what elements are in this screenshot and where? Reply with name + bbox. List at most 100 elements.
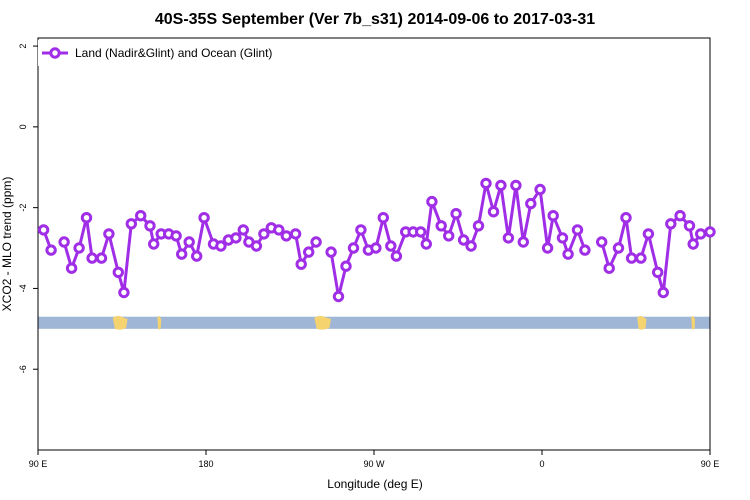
data-point: [674, 210, 686, 222]
data-point: [370, 242, 382, 254]
y-tick-label: 2: [18, 44, 28, 49]
data-point: [603, 262, 615, 274]
data-point: [390, 250, 403, 262]
y-tick-label: 0: [18, 124, 28, 129]
data-point: [58, 236, 70, 248]
data-point: [45, 244, 57, 256]
data-point: [325, 246, 337, 258]
land-patch: [691, 315, 696, 330]
data-point: [426, 195, 438, 208]
data-point: [635, 252, 647, 264]
data-point: [620, 212, 632, 224]
data-point: [683, 220, 696, 232]
data-point: [510, 179, 522, 192]
data-point: [547, 210, 559, 222]
data-point: [86, 252, 98, 264]
data-point: [525, 197, 537, 210]
legend-marker: [49, 47, 61, 59]
legend: Land (Nadir&Glint) and Ocean (Glint): [38, 40, 338, 66]
data-point: [273, 224, 285, 236]
x-tick-label: 180: [198, 459, 213, 469]
data-point: [495, 179, 507, 192]
data-point: [310, 236, 322, 248]
data-point: [289, 228, 302, 240]
data-point: [183, 236, 195, 248]
x-tick-label: 90 W: [363, 459, 385, 469]
y-tick-label: -4: [18, 284, 28, 292]
data-point: [657, 286, 669, 299]
data-point: [198, 212, 210, 224]
axes: 2 0 -2 -4 -6 90 E 180 90 W 0 90 E: [18, 37, 720, 469]
data-point: [73, 242, 85, 254]
data-point: [135, 210, 147, 222]
data-point: [37, 224, 50, 236]
data-point: [112, 266, 125, 278]
data-point: [556, 232, 569, 244]
data-point: [250, 240, 263, 252]
land-patch: [637, 315, 647, 330]
data-point: [215, 240, 227, 252]
data-point: [280, 230, 292, 242]
x-tick-label: 90 E: [701, 459, 720, 469]
data-point: [295, 258, 307, 270]
data-point: [695, 228, 707, 240]
land-patch: [157, 315, 162, 330]
data-point: [457, 234, 470, 246]
data-point: [125, 218, 138, 230]
data-point: [487, 206, 500, 218]
legend-box: [38, 40, 338, 66]
land-patch: [112, 315, 128, 330]
data-point: [170, 230, 182, 242]
y-tick-label: -2: [18, 204, 28, 212]
data-point: [571, 224, 584, 236]
x-tick-label: 90 E: [29, 459, 48, 469]
data-point: [415, 226, 427, 238]
data-point: [95, 252, 108, 264]
data-point: [385, 240, 397, 252]
data-point: [665, 218, 677, 230]
data-point: [579, 244, 591, 256]
data-point: [472, 220, 485, 232]
data-point: [480, 177, 492, 190]
y-tick-label: -6: [18, 365, 28, 373]
data-point: [377, 212, 389, 224]
data-point: [435, 220, 447, 232]
plot-area: [38, 315, 710, 330]
data-point: [118, 286, 130, 299]
data-point: [625, 252, 638, 264]
series-layer: [37, 177, 716, 303]
data-point: [420, 238, 432, 250]
data-point: [332, 290, 345, 303]
data-point: [612, 242, 625, 254]
x-axis-label: Longitude (deg E): [327, 477, 422, 491]
data-point: [443, 230, 455, 242]
legend-entry-label: Land (Nadir&Glint) and Ocean (Glint): [75, 46, 272, 60]
data-point: [541, 242, 554, 254]
data-point: [534, 183, 546, 196]
chart-title: 40S-35S September (Ver 7b_s31) 2014-09-0…: [155, 11, 595, 28]
land-patch: [314, 315, 332, 330]
data-point: [517, 236, 529, 248]
y-axis-label: XCO2 - MLO trend (ppm): [0, 177, 14, 312]
data-point: [465, 240, 477, 252]
data-point: [176, 248, 188, 260]
data-point: [562, 248, 574, 260]
data-point: [502, 232, 515, 244]
data-point: [65, 262, 78, 274]
data-point: [303, 246, 315, 258]
data-point: [355, 224, 367, 236]
data-point: [103, 228, 115, 240]
data-point: [704, 226, 716, 238]
data-point: [144, 220, 156, 232]
data-point: [237, 224, 250, 236]
x-tick-label: 0: [539, 459, 544, 469]
data-point: [596, 236, 608, 248]
data-point: [642, 228, 655, 240]
data-point: [347, 242, 360, 254]
data-point: [80, 212, 93, 224]
data-point: [148, 238, 160, 250]
data-point: [652, 266, 664, 278]
data-point: [450, 208, 462, 220]
